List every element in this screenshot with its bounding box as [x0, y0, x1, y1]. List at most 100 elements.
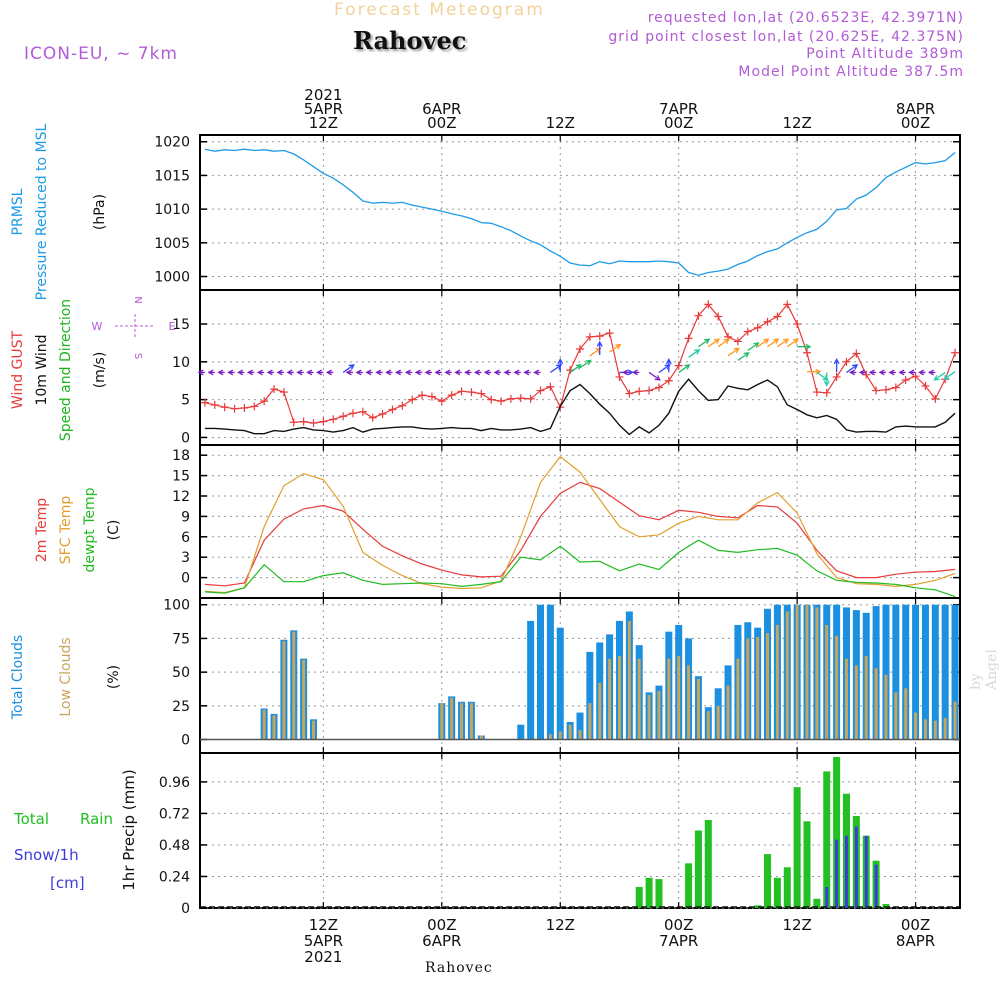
- low-clouds-bar: [667, 658, 671, 740]
- wind-arrow: [197, 369, 205, 376]
- time-label-bottom: 12Z: [309, 916, 338, 934]
- low-clouds-bar: [914, 712, 918, 740]
- wind-arrow: [493, 369, 502, 376]
- gust-marker: [773, 312, 782, 321]
- low-clouds-bar: [874, 668, 878, 740]
- axis-label-precip: 1hr Precip (mm): [120, 769, 138, 890]
- low-clouds-bar: [943, 717, 947, 740]
- wind-arrow: [848, 369, 857, 376]
- compass-e: E: [169, 320, 176, 333]
- low-clouds-bar: [825, 624, 829, 740]
- series-line-dewpt-temp: [204, 539, 956, 598]
- low-clouds-bar: [440, 703, 444, 740]
- low-clouds-bar: [696, 678, 700, 740]
- gust-marker: [664, 376, 673, 385]
- wind-arrow: [266, 369, 275, 376]
- total-clouds-bar: [902, 604, 910, 740]
- time-label-top: 2021: [304, 86, 342, 104]
- wind-arrow: [355, 369, 363, 376]
- total-clouds-bar: [921, 604, 929, 740]
- time-label-top: 12Z: [309, 114, 338, 132]
- wind-arrow: [533, 369, 541, 376]
- gust-marker: [783, 300, 792, 309]
- axis-label-hpa: (hPa): [92, 194, 108, 230]
- wind-arrow: [325, 369, 334, 376]
- wind-arrow: [217, 369, 225, 376]
- series-line-prmsl: [204, 148, 956, 276]
- y-tick-label: 0.24: [159, 869, 190, 885]
- point-altitude: Point Altitude 389m: [806, 46, 964, 62]
- axis-label-total-clouds: Total Clouds: [10, 635, 26, 720]
- low-clouds-bar: [558, 731, 562, 740]
- gust-marker: [654, 383, 663, 392]
- gust-marker: [487, 395, 496, 404]
- axis-label-t2m: 2m Temp: [34, 498, 50, 562]
- wind-arrow: [648, 371, 661, 381]
- time-label-bottom: 00Z: [427, 916, 456, 934]
- gust-marker: [704, 300, 713, 309]
- series-line-wind-gust: [204, 303, 956, 424]
- low-clouds-bar: [302, 660, 306, 740]
- gust-marker: [546, 382, 555, 391]
- wind-arrow: [898, 369, 906, 376]
- wind-arrow: [737, 352, 750, 361]
- model-label: ICON-EU, ~ 7km: [24, 44, 178, 64]
- low-clouds-bar: [479, 735, 483, 740]
- low-clouds-bar: [766, 633, 770, 740]
- gust-marker: [240, 403, 249, 412]
- time-label-top: 00Z: [664, 114, 693, 132]
- gust-marker: [506, 394, 515, 403]
- gust-marker: [881, 385, 890, 394]
- total-clouds-bar: [951, 604, 959, 740]
- gust-marker: [812, 388, 821, 397]
- wind-arrow: [365, 369, 373, 376]
- y-tick-label: 0: [181, 733, 190, 749]
- gust-marker: [279, 388, 288, 397]
- y-tick-label: 0.48: [159, 838, 190, 854]
- credit-watermark: by Angel: [968, 649, 1000, 690]
- wind-arrow: [777, 338, 790, 348]
- y-tick-label: 5: [181, 393, 190, 409]
- rain-bar: [833, 756, 841, 908]
- gust-marker: [250, 402, 259, 411]
- axis-label-prmsl: PRMSL: [10, 188, 26, 235]
- time-label-bottom: 00Z: [901, 916, 930, 934]
- wind-arrow: [908, 369, 916, 376]
- time-label-bottom: 00Z: [664, 916, 693, 934]
- wind-arrow: [557, 358, 564, 373]
- gust-marker: [299, 417, 308, 426]
- gust-marker: [852, 349, 861, 358]
- gust-marker: [891, 383, 900, 392]
- gust-marker: [536, 386, 545, 395]
- low-clouds-bar: [282, 641, 286, 740]
- time-label-bottom: 5APR: [304, 932, 343, 950]
- gust-marker: [329, 415, 338, 424]
- snow-bar: [854, 826, 858, 908]
- wind-arrow: [207, 369, 215, 376]
- rain-bar: [783, 867, 791, 908]
- low-clouds-bar: [815, 607, 819, 740]
- gust-marker: [951, 348, 960, 357]
- rain-bar: [793, 787, 801, 908]
- total-clouds-bar: [556, 627, 564, 740]
- wind-arrow: [513, 369, 521, 376]
- total-clouds-bar: [517, 724, 525, 740]
- gust-marker: [714, 312, 723, 321]
- axis-label-tsfc: SFC Temp: [58, 496, 74, 565]
- rain-bar: [694, 830, 702, 908]
- legend-total: Total: [13, 810, 49, 828]
- wind-arrow: [786, 338, 800, 348]
- low-clouds-bar: [933, 720, 937, 740]
- legend-rain: Rain: [80, 810, 113, 828]
- low-clouds-bar: [785, 611, 789, 740]
- compass-n: N: [132, 296, 143, 303]
- y-tick-label: 1020: [154, 135, 190, 151]
- low-clouds-bar: [677, 655, 681, 740]
- gust-marker: [911, 372, 920, 381]
- gust-marker: [684, 334, 693, 343]
- low-clouds-bar: [578, 730, 582, 740]
- time-label-bottom: 12Z: [782, 916, 811, 934]
- wind-arrow: [631, 369, 640, 376]
- axis-label-pct: (%): [106, 665, 122, 689]
- time-label-top: 7APR: [659, 100, 698, 118]
